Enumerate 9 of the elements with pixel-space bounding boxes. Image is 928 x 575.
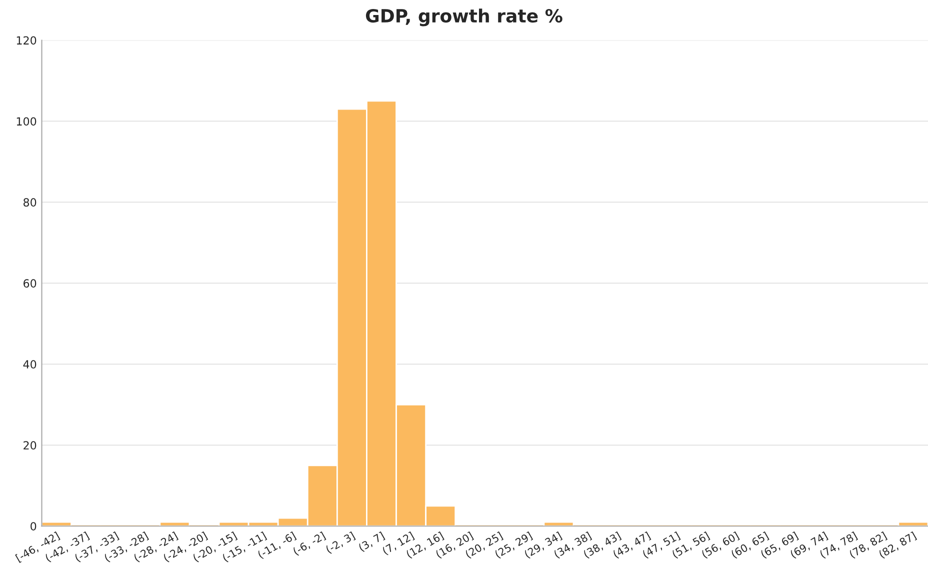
chart-title: GDP, growth rate %	[366, 8, 562, 26]
y-tick-label: 60	[24, 279, 36, 288]
y-tick-label: 40	[23, 360, 36, 369]
y-tick-label: 0	[30, 522, 36, 531]
x-tick-label: (-2, 3]	[325, 531, 356, 554]
y-tick-label: 120	[16, 36, 36, 45]
y-tick-label: 80	[24, 198, 36, 207]
y-tick-label: 20	[24, 441, 36, 450]
y-tick-label: 100	[16, 117, 36, 126]
